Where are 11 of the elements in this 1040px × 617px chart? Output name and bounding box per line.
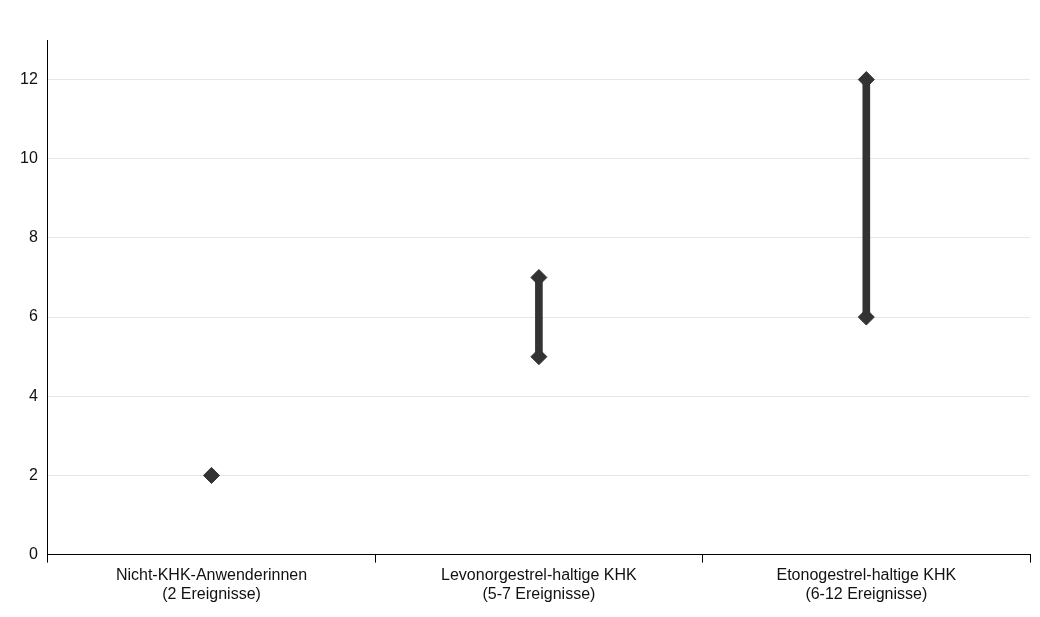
point: [203, 466, 220, 484]
y-tick-label: 2: [28, 465, 38, 483]
x-tick-label: Levonorgestrel-haltige KHK (5-7 Ereignisse): [441, 565, 638, 602]
y-tick-label: 12: [20, 69, 38, 87]
y-tick-label: 10: [20, 149, 38, 167]
x-tick-label: Etonogestrel-haltige KHK (6-12 Ereignisse): [776, 565, 957, 602]
y-tick-label: 4: [28, 386, 38, 404]
x-tick-label: Nicht-KHK-Anwenderinnen (2 Ereignisse): [115, 565, 308, 602]
y-tick-label: 0: [28, 545, 38, 563]
y-tick-label: 8: [28, 228, 38, 246]
y-tick-label: 6: [28, 307, 38, 325]
